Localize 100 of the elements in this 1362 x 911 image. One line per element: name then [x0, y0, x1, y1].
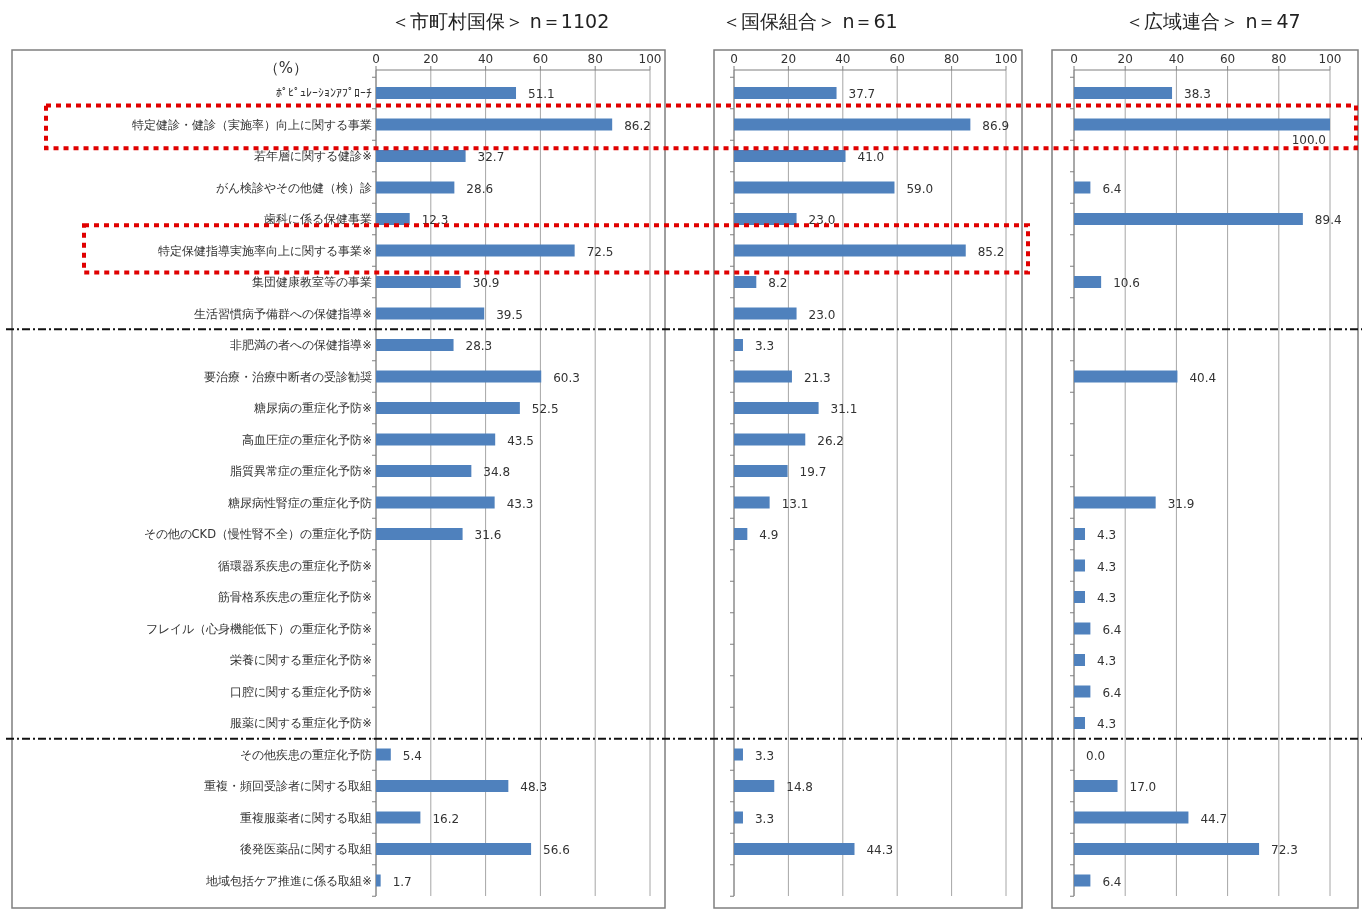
x-tick-label: 0	[1070, 52, 1078, 66]
data-label: 30.9	[472, 276, 500, 290]
bar	[376, 780, 509, 792]
data-label: 3.3	[754, 339, 775, 353]
data-label: 5.4	[402, 748, 422, 763]
bar	[734, 811, 743, 824]
data-label: 17.0	[1129, 780, 1157, 794]
data-label: 52.5	[531, 402, 559, 416]
data-label: 48.3	[520, 780, 548, 794]
data-label: 21.3	[803, 370, 831, 385]
bar	[376, 370, 542, 383]
data-label: 6.4	[1102, 622, 1122, 637]
x-tick-label: 20	[1117, 52, 1133, 66]
bar	[1074, 528, 1086, 540]
data-label: 8.2	[768, 276, 788, 290]
data-label: 4.3	[1097, 559, 1117, 574]
bar	[1074, 654, 1086, 666]
y-tick-label: 若年層に関する健診※	[254, 149, 372, 163]
data-label: 100.0	[1291, 132, 1326, 147]
bar	[1074, 780, 1118, 792]
data-label: 16.2	[432, 811, 460, 826]
y-tick-label: 後発医薬品に関する取組	[240, 842, 372, 856]
x-tick-label: 100	[994, 52, 1018, 66]
y-tick-label: ﾎﾟﾋﾟｭﾚｰｼｮﾝｱﾌﾟﾛｰﾁ	[276, 86, 372, 100]
bar	[1074, 559, 1086, 572]
x-tick-label: 0	[730, 52, 738, 66]
x-tick-label: 100	[638, 52, 662, 66]
bar	[1074, 843, 1260, 855]
bar	[734, 843, 855, 855]
x-tick-label: 20	[780, 52, 797, 66]
bar	[376, 244, 575, 257]
data-label: 89.4	[1314, 213, 1342, 227]
data-label: 39.5	[496, 307, 523, 322]
data-label: 72.5	[586, 244, 614, 259]
data-label: 41.0	[857, 150, 885, 164]
data-label: 13.1	[781, 496, 809, 511]
x-tick-label: 40	[477, 52, 494, 66]
bar	[376, 874, 381, 887]
data-label: 40.4	[1189, 370, 1217, 385]
y-tick-label: 高血圧症の重症化予防※	[242, 432, 372, 447]
data-label: 44.7	[1200, 811, 1228, 826]
bar	[734, 433, 806, 446]
y-tick-label: 特定健診・健診（実施率）向上に関する事業	[132, 117, 372, 132]
y-tick-label: 地域包括ケア推進に係る取組※	[205, 873, 372, 888]
data-label: 86.9	[982, 118, 1010, 133]
bar	[376, 811, 421, 824]
bar	[376, 118, 613, 131]
y-tick-label: 循環器系疾患の重症化予防※	[218, 558, 372, 573]
data-label: 4.9	[759, 528, 779, 542]
bar	[376, 465, 472, 477]
x-tick-label: 40	[1168, 52, 1185, 66]
bar	[376, 339, 454, 351]
y-tick-label: 歯科に係る保健事業	[264, 212, 372, 226]
data-label: 31.6	[474, 528, 502, 542]
x-tick-label: 60	[532, 52, 549, 66]
x-tick-label: 100	[1318, 52, 1342, 66]
y-tick-label: 糖尿病の重症化予防※	[254, 401, 372, 415]
data-label: 59.0	[906, 181, 934, 196]
y-tick-label: 糖尿病性腎症の重症化予防	[228, 495, 372, 510]
bar	[1074, 181, 1091, 194]
bar	[734, 118, 971, 131]
data-label: 34.8	[483, 465, 511, 479]
data-label: 26.2	[817, 433, 844, 448]
data-label: 4.3	[1097, 591, 1117, 605]
bar	[734, 244, 966, 257]
data-label: 31.9	[1167, 496, 1195, 511]
bar	[376, 433, 496, 446]
bar	[1074, 811, 1189, 824]
data-label: 43.5	[507, 433, 534, 448]
data-label: 31.1	[830, 402, 858, 416]
y-tick-label: 生活習慣病予備群への保健指導※	[194, 306, 372, 321]
bar	[734, 748, 743, 761]
bar	[734, 780, 775, 792]
data-label: 4.3	[1097, 528, 1117, 542]
data-label: 3.3	[754, 811, 775, 826]
x-tick-label: 80	[943, 52, 960, 66]
data-label: 32.7	[477, 150, 505, 164]
data-label: 1.7	[392, 874, 412, 889]
x-tick-label: 0	[372, 52, 380, 66]
data-label: 28.3	[465, 339, 493, 353]
bar	[1074, 622, 1091, 635]
data-label: 4.3	[1097, 717, 1117, 731]
bar	[1074, 370, 1178, 383]
y-tick-label: 筋骨格系疾患の重症化予防※	[218, 590, 372, 604]
y-tick-label: 重複服薬者に関する取組	[240, 810, 372, 825]
bar	[734, 496, 770, 509]
data-label: 3.3	[754, 748, 775, 763]
y-tick-label: その他疾患の重症化予防	[240, 747, 372, 762]
y-tick-label: 脂質異常症の重症化予防※	[230, 464, 372, 478]
y-tick-label: 特定保健指導実施率向上に関する事業※	[158, 243, 372, 258]
y-tick-label: 服薬に関する重症化予防※	[230, 716, 372, 730]
bar	[734, 402, 819, 414]
bar	[376, 150, 466, 162]
bar	[376, 528, 463, 540]
data-label: 4.3	[1097, 654, 1117, 668]
data-label: 0.0	[1086, 748, 1106, 763]
data-label: 14.8	[786, 780, 813, 794]
bar	[734, 307, 797, 320]
bar	[734, 370, 792, 383]
bar	[1074, 496, 1156, 509]
